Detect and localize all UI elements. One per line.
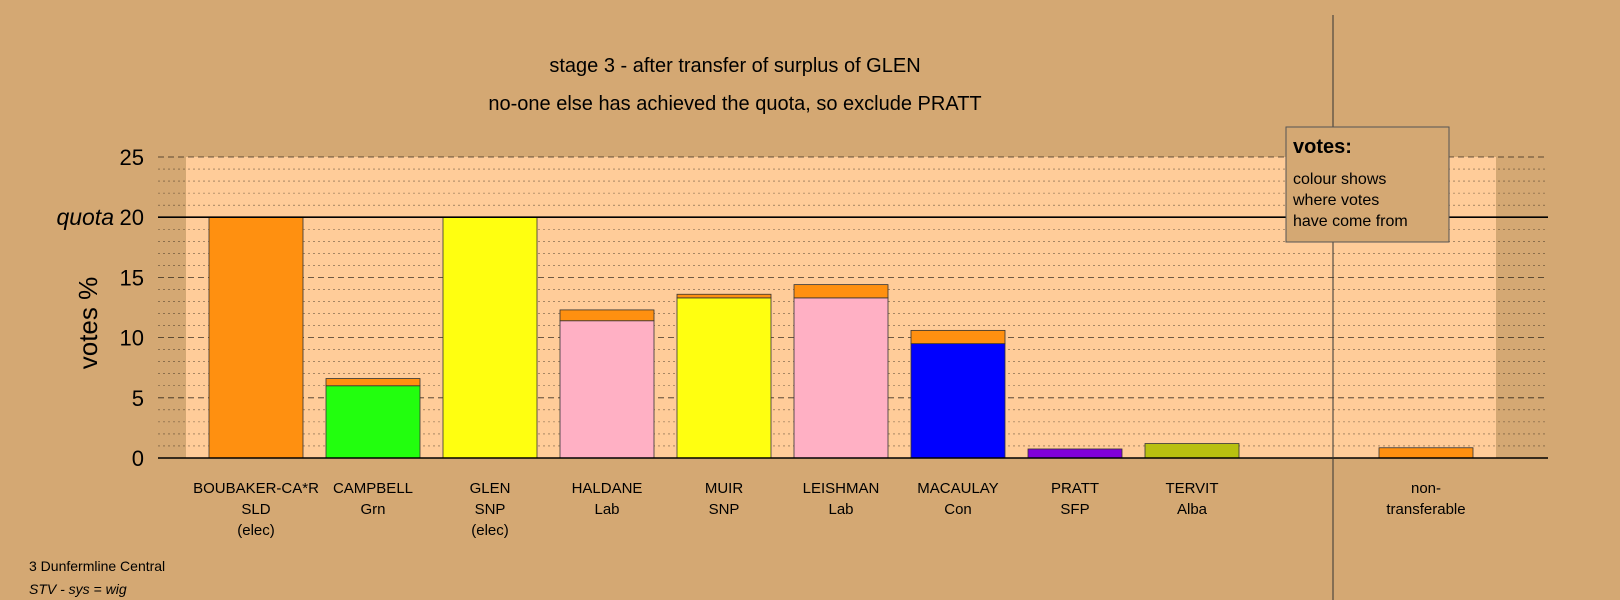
candidate-name-label: GLEN [470, 480, 511, 497]
legend-line-1: colour shows [1293, 171, 1386, 188]
y-axis-label: votes % [73, 277, 103, 370]
candidate-name-label: BOUBAKER-CA*R [193, 480, 319, 497]
bar-macaulay-segment-sld [910, 329, 1006, 345]
candidate-name-label: TERVIT [1165, 480, 1218, 497]
bar-macaulay-segment-con [910, 343, 1006, 459]
candidate-party-label: Alba [1177, 501, 1208, 518]
bar-campbell-segment-grn [325, 385, 421, 459]
candidate-party-label: SNP [475, 501, 506, 518]
candidate-party-label: Grn [360, 501, 385, 518]
legend: votes: colour shows where votes have com… [1285, 126, 1450, 243]
bar-nontransferable-segment-sld [1378, 447, 1474, 459]
y-tick-label: 5 [132, 386, 144, 411]
bar-pratt-segment-sfp [1027, 448, 1123, 459]
constituency-name: 3 Dunfermline Central [29, 558, 166, 574]
quota-label: quota [56, 204, 114, 230]
candidate-party-label: SNP [709, 501, 740, 518]
candidate-name-label: HALDANE [572, 480, 643, 497]
candidate-name-label: MACAULAY [917, 480, 998, 497]
chart-subtitle: no-one else has achieved the quota, so e… [488, 93, 981, 115]
y-tick-label: 25 [120, 145, 144, 170]
y-tick-label: 15 [120, 265, 144, 290]
legend-line-3: have come from [1293, 213, 1408, 230]
nontransferable-label-line1: non- [1411, 480, 1441, 497]
system-note: STV - sys = wig [29, 581, 127, 597]
bar-campbell-segment-sld [325, 378, 421, 387]
bar-glen-segment-snp [442, 216, 538, 459]
candidate-party-label: Lab [828, 501, 853, 518]
bar-leishman-segment-sld [793, 284, 889, 299]
candidate-status-label: (elec) [237, 522, 275, 539]
candidate-name-label: CAMPBELL [333, 480, 413, 497]
y-tick-label: 20 [120, 205, 144, 230]
bar-tervit-segment-alba [1144, 443, 1240, 459]
bar-muir-segment-snp [676, 297, 772, 459]
candidate-party-label: SLD [241, 501, 270, 518]
candidate-party-label: Lab [594, 501, 619, 518]
candidate-name-label: LEISHMAN [803, 480, 880, 497]
bar-muir-segment-sld [676, 293, 772, 299]
nontransferable-label-line2: transferable [1386, 501, 1465, 518]
y-tick-label: 0 [132, 446, 144, 471]
bar-boubaker-ca-r-segment-sld [208, 216, 304, 459]
bar-haldane-segment-lab [559, 320, 655, 459]
y-tick-label: 10 [120, 326, 144, 351]
candidate-party-label: Con [944, 501, 972, 518]
candidate-name-label: PRATT [1051, 480, 1099, 497]
legend-line-2: where votes [1292, 192, 1379, 209]
chart-title: stage 3 - after transfer of surplus of G… [549, 55, 920, 77]
legend-box [1285, 126, 1450, 243]
bar-leishman-segment-lab [793, 297, 889, 459]
candidate-status-label: (elec) [471, 522, 509, 539]
candidate-party-label: SFP [1060, 501, 1089, 518]
legend-title: votes: [1293, 136, 1352, 158]
bar-haldane-segment-sld [559, 309, 655, 322]
candidate-name-label: MUIR [705, 480, 743, 497]
